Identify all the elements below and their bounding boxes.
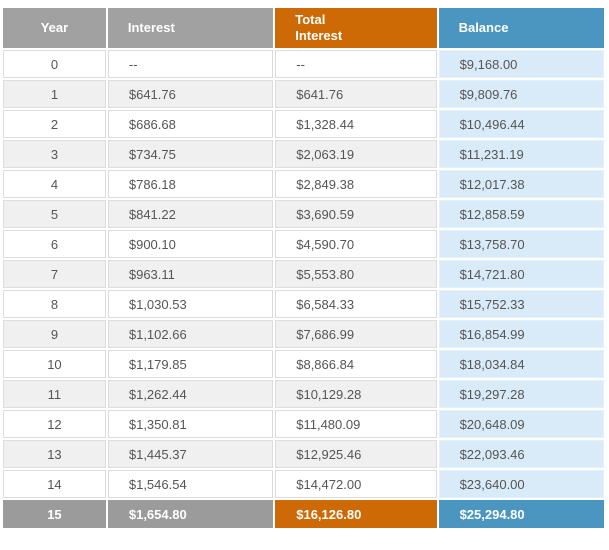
year-cell: 0 [3,50,106,78]
total-interest-cell: $7,686.99 [275,320,437,348]
total-interest-cell: $10,129.28 [275,380,437,408]
header-row: Year Interest Total Interest Balance [3,8,604,48]
balance-cell: $13,758.70 [438,230,604,258]
year-cell: 12 [3,410,106,438]
balance-cell: $9,168.00 [438,50,604,78]
interest-cell: $900.10 [107,230,274,258]
table-row: 10 $1,179.85 $8,866.84 $18,034.84 [3,350,604,378]
table-row: 0 -- -- $9,168.00 [3,50,604,78]
total-interest-cell: $4,590.70 [275,230,437,258]
table-row: 8 $1,030.53 $6,584.33 $15,752.33 [3,290,604,318]
interest-cell: $963.11 [107,260,274,288]
year-cell: 4 [3,170,106,198]
balance-cell: $11,231.19 [438,140,604,168]
table-header: Year Interest Total Interest Balance [3,8,604,48]
year-cell: 14 [3,470,106,498]
balance-cell: $20,648.09 [438,410,604,438]
total-interest-cell: $5,553.80 [275,260,437,288]
table-row: 3 $734.75 $2,063.19 $11,231.19 [3,140,604,168]
total-interest-cell: $1,328.44 [275,110,437,138]
interest-cell: $1,546.54 [107,470,274,498]
table-row: 7 $963.11 $5,553.80 $14,721.80 [3,260,604,288]
balance-cell: $22,093.46 [438,440,604,468]
total-interest-cell: $3,690.59 [275,200,437,228]
balance-cell: $12,017.38 [438,170,604,198]
year-cell: 8 [3,290,106,318]
total-interest-cell: $2,849.38 [275,170,437,198]
year-cell: 1 [3,80,106,108]
interest-cell: $1,350.81 [107,410,274,438]
interest-cell: $786.18 [107,170,274,198]
interest-cell: $1,179.85 [107,350,274,378]
interest-cell: $1,030.53 [107,290,274,318]
table-body: 0 -- -- $9,168.00 1 $641.76 $641.76 $9,8… [3,50,604,528]
table-row: 2 $686.68 $1,328.44 $10,496.44 [3,110,604,138]
balance-cell: $19,297.28 [438,380,604,408]
table-row: 12 $1,350.81 $11,480.09 $20,648.09 [3,410,604,438]
table-row: 4 $786.18 $2,849.38 $12,017.38 [3,170,604,198]
total-interest-cell: $641.76 [275,80,437,108]
total-interest-cell: $16,126.80 [275,500,437,528]
balance-cell: $25,294.80 [438,500,604,528]
total-interest-cell: $8,866.84 [275,350,437,378]
interest-cell: -- [107,50,274,78]
balance-cell: $15,752.33 [438,290,604,318]
balance-cell: $18,034.84 [438,350,604,378]
interest-cell: $1,262.44 [107,380,274,408]
year-cell: 7 [3,260,106,288]
balance-cell: $12,858.59 [438,200,604,228]
year-cell: 15 [3,500,106,528]
column-header-balance: Balance [438,8,604,48]
interest-cell: $1,102.66 [107,320,274,348]
table-row: 9 $1,102.66 $7,686.99 $16,854.99 [3,320,604,348]
interest-cell: $1,445.37 [107,440,274,468]
total-interest-cell: $2,063.19 [275,140,437,168]
balance-cell: $14,721.80 [438,260,604,288]
column-header-interest: Interest [107,8,274,48]
year-cell: 10 [3,350,106,378]
balance-cell: $16,854.99 [438,320,604,348]
interest-cell: $641.76 [107,80,274,108]
table-row: 15 $1,654.80 $16,126.80 $25,294.80 [3,500,604,528]
table-row: 5 $841.22 $3,690.59 $12,858.59 [3,200,604,228]
year-cell: 3 [3,140,106,168]
table-row: 6 $900.10 $4,590.70 $13,758.70 [3,230,604,258]
table-row: 13 $1,445.37 $12,925.46 $22,093.46 [3,440,604,468]
interest-cell: $1,654.80 [107,500,274,528]
interest-cell: $734.75 [107,140,274,168]
table-row: 11 $1,262.44 $10,129.28 $19,297.28 [3,380,604,408]
total-interest-cell: $12,925.46 [275,440,437,468]
total-interest-cell: $11,480.09 [275,410,437,438]
total-interest-cell: $14,472.00 [275,470,437,498]
total-interest-cell: -- [275,50,437,78]
balance-cell: $10,496.44 [438,110,604,138]
year-cell: 2 [3,110,106,138]
savings-interest-table: Year Interest Total Interest Balance 0 -… [1,6,606,530]
column-header-total-interest: Total Interest [275,8,437,48]
interest-cell: $841.22 [107,200,274,228]
year-cell: 9 [3,320,106,348]
column-header-year: Year [3,8,106,48]
balance-cell: $23,640.00 [438,470,604,498]
balance-cell: $9,809.76 [438,80,604,108]
table-row: 1 $641.76 $641.76 $9,809.76 [3,80,604,108]
year-cell: 6 [3,230,106,258]
year-cell: 11 [3,380,106,408]
year-cell: 13 [3,440,106,468]
interest-cell: $686.68 [107,110,274,138]
total-interest-cell: $6,584.33 [275,290,437,318]
year-cell: 5 [3,200,106,228]
table-row: 14 $1,546.54 $14,472.00 $23,640.00 [3,470,604,498]
